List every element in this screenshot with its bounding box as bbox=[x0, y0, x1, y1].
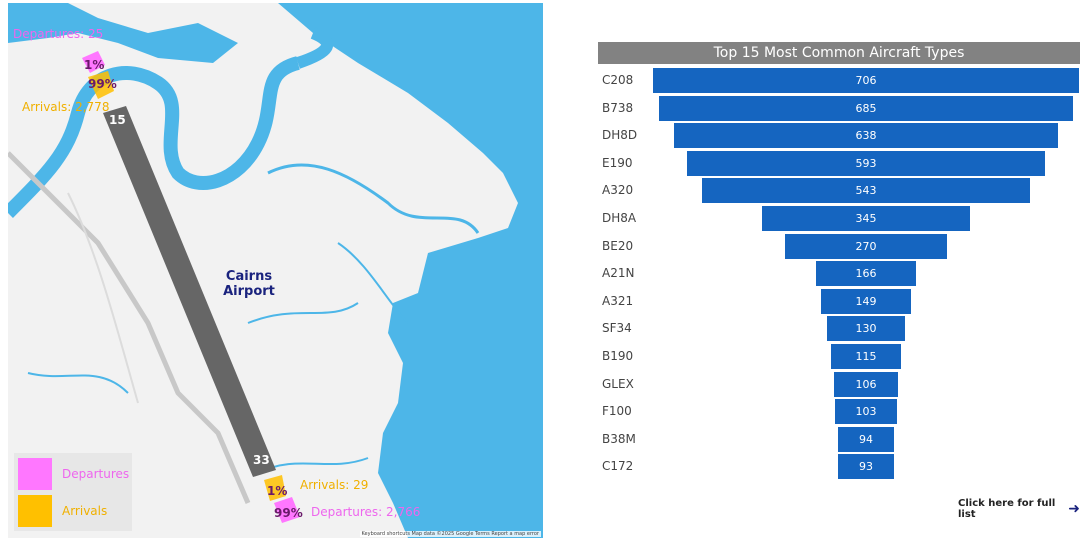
map-base bbox=[8, 3, 543, 538]
funnel-bar[interactable]: 593 bbox=[687, 150, 1045, 176]
north-departures-marker bbox=[82, 51, 105, 73]
funnel-row: F100 103 bbox=[598, 398, 1080, 425]
category-label: B38M bbox=[602, 431, 636, 446]
category-label: BE20 bbox=[602, 238, 634, 253]
funnel-bar[interactable]: 93 bbox=[837, 454, 895, 480]
funnel-row: A21N 166 bbox=[598, 260, 1080, 287]
funnel-bar[interactable]: 270 bbox=[784, 233, 948, 259]
chart-title: Top 15 Most Common Aircraft Types bbox=[598, 42, 1080, 64]
category-label: C208 bbox=[602, 73, 634, 87]
runway-33-label: 33 bbox=[253, 453, 270, 467]
funnel-bar[interactable]: 345 bbox=[761, 206, 971, 231]
funnel-bar[interactable]: 103 bbox=[834, 399, 898, 425]
north-departures-label: Departures: 25 bbox=[13, 27, 104, 41]
south-arrivals-label: Arrivals: 29 bbox=[300, 478, 369, 492]
funnel-row: A321 149 bbox=[598, 288, 1080, 315]
south-arrivals-percent: 1% bbox=[267, 484, 288, 498]
north-arrivals-label: Arrivals: 2,778 bbox=[22, 100, 110, 114]
funnel-row: B738 685 bbox=[598, 95, 1080, 122]
funnel-row: A320 543 bbox=[598, 177, 1080, 204]
legend-departures: Departures bbox=[18, 458, 129, 490]
bay-water bbox=[8, 3, 238, 63]
funnel-bar[interactable]: 706 bbox=[653, 68, 1079, 93]
funnel-row: SF34 130 bbox=[598, 315, 1080, 342]
category-label: A320 bbox=[602, 183, 634, 198]
aircraft-funnel-chart: C208 706 B738 685 DH8D 638 E190 593 A320 543 DH8A 3… bbox=[598, 67, 1080, 482]
funnel-row: B190 115 bbox=[598, 343, 1080, 370]
funnel-bar[interactable]: 638 bbox=[673, 123, 1059, 149]
arrivals-swatch bbox=[18, 495, 52, 527]
airport-map[interactable]: Departures: 25 Arrivals: 2,778 1% 99% 15… bbox=[8, 3, 543, 538]
category-label: A21N bbox=[602, 266, 635, 281]
funnel-bar[interactable]: 94 bbox=[837, 426, 895, 452]
legend-departures-label: Departures bbox=[62, 467, 130, 481]
funnel-row: DH8D 638 bbox=[598, 122, 1080, 149]
category-label: E190 bbox=[602, 155, 633, 170]
arrow-right-icon: ➜ bbox=[1068, 501, 1080, 517]
category-label: GLEX bbox=[602, 376, 634, 391]
departures-swatch bbox=[18, 458, 52, 490]
runway bbox=[103, 106, 276, 477]
river bbox=[8, 56, 301, 218]
category-label: DH8A bbox=[602, 211, 637, 225]
creek bbox=[337, 242, 409, 324]
sea bbox=[278, 3, 543, 538]
map-legend: Departures Arrivals bbox=[14, 453, 132, 531]
category-label: A321 bbox=[602, 293, 634, 308]
full-list-link[interactable]: Click here for full list ➜ bbox=[958, 498, 1080, 520]
funnel-bar[interactable]: 149 bbox=[821, 288, 911, 314]
funnel-bar[interactable]: 543 bbox=[702, 178, 1030, 204]
category-label: B738 bbox=[602, 100, 634, 115]
funnel-bar[interactable]: 166 bbox=[815, 261, 917, 287]
road bbox=[67, 192, 139, 404]
category-label: SF34 bbox=[602, 321, 632, 336]
funnel-row: C172 93 bbox=[598, 453, 1080, 480]
south-arrivals-marker bbox=[264, 475, 286, 501]
funnel-row: C208 706 bbox=[598, 67, 1080, 94]
funnel-row: BE20 270 bbox=[598, 233, 1080, 260]
funnel-bar[interactable]: 115 bbox=[831, 344, 901, 369]
south-departures-percent: 99% bbox=[274, 506, 303, 520]
creek bbox=[247, 302, 359, 324]
north-arrivals-percent: 99% bbox=[88, 77, 117, 91]
map-attribution[interactable]: Keyboard shortcuts Map data ©2025 Google… bbox=[359, 531, 541, 537]
creek bbox=[267, 163, 480, 234]
south-departures-marker bbox=[274, 497, 300, 523]
full-list-label: Click here for full list bbox=[958, 498, 1056, 520]
legend-arrivals-label: Arrivals bbox=[62, 504, 108, 518]
funnel-bar[interactable]: 106 bbox=[834, 371, 898, 397]
funnel-row: B38M 94 bbox=[598, 426, 1080, 453]
category-label: DH8D bbox=[602, 128, 638, 143]
creek bbox=[27, 372, 129, 394]
funnel-row: GLEX 106 bbox=[598, 371, 1080, 398]
category-label: C172 bbox=[602, 459, 634, 474]
funnel-row: E190 593 bbox=[598, 150, 1080, 177]
funnel-bar[interactable]: 130 bbox=[826, 316, 906, 342]
category-label: F100 bbox=[602, 404, 632, 419]
airport-name-label: Cairns Airport bbox=[223, 269, 275, 299]
south-departures-label: Departures: 2,766 bbox=[311, 505, 421, 519]
category-label: B190 bbox=[602, 349, 634, 363]
north-arrivals-marker bbox=[88, 71, 114, 99]
north-departures-percent: 1% bbox=[84, 58, 105, 72]
creek bbox=[257, 457, 369, 474]
runway-15-label: 15 bbox=[109, 113, 126, 127]
funnel-row: DH8A 345 bbox=[598, 205, 1080, 232]
funnel-bar[interactable]: 685 bbox=[659, 95, 1073, 121]
legend-arrivals: Arrivals bbox=[18, 495, 107, 527]
river-mouth bbox=[296, 27, 333, 69]
